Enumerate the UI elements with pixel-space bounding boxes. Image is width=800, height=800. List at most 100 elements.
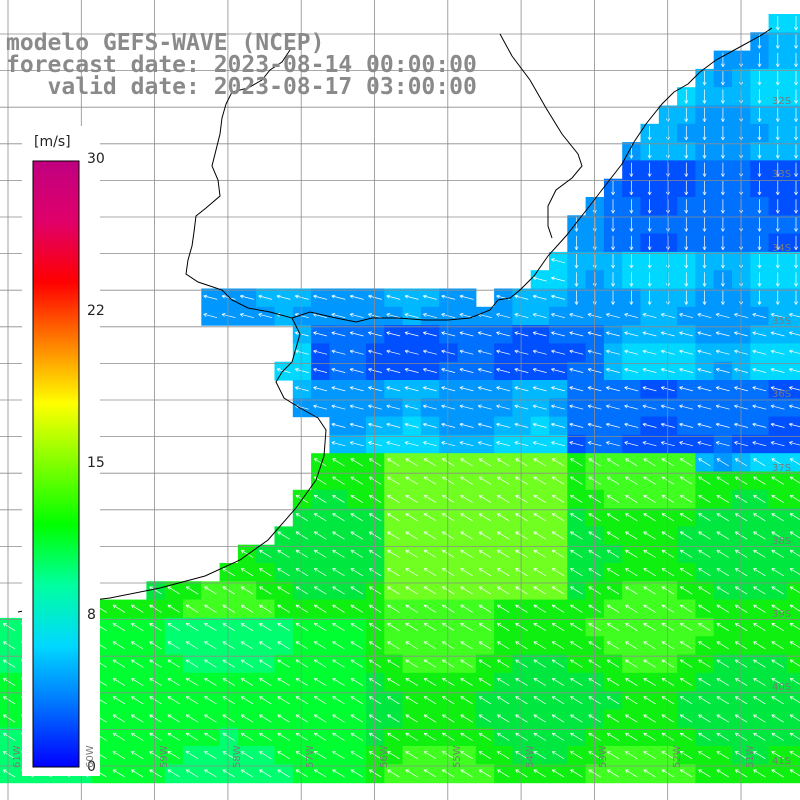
wind-arrow [496,332,511,337]
wind-arrow-head [404,331,409,333]
wind-arrow [149,769,162,778]
wind-arrow [112,641,126,650]
wind-arrow-head [722,81,725,86]
lat-label: 38S [772,535,792,547]
wind-cell [732,197,751,216]
wind-arrow [643,659,656,668]
wind-arrow-head [349,368,353,372]
wind-arrow-head [313,659,317,664]
wind-arrow [405,531,418,540]
wind-arrow-head [405,623,408,627]
wind-arrow-head [752,367,757,370]
wind-arrow-head [313,550,317,554]
wind-arrow [350,732,363,741]
wind-arrow-head [588,623,591,627]
wind-speed-field [0,14,800,784]
wind-arrow-head [313,769,317,773]
wind-arrow [368,332,382,337]
wind-arrow-head [222,568,225,572]
wind-arrow [570,641,583,650]
wind-arrow [459,405,474,410]
wind-cell [732,251,751,271]
wind-arrow-head [771,531,774,536]
wind-arrow-head [789,313,793,317]
wind-arrow-head [757,228,760,232]
wind-arrow-head [515,568,518,572]
wind-arrow [551,368,565,373]
wind-arrow-head [533,623,536,627]
wind-arrow-head [313,313,317,317]
wind-arrow-head [667,209,670,214]
wind-arrow-head [496,659,500,664]
wind-arrow-head [752,350,756,354]
wind-arrow-head [697,313,702,315]
wind-arrow-head [624,313,629,315]
wind-cell [786,306,800,326]
wind-arrow-head [684,301,687,305]
wind-arrow-head [459,441,464,443]
wind-arrow-head [149,733,152,737]
wind-arrow-head [368,531,372,536]
wind-arrow [460,604,473,613]
wind-arrow [460,513,473,522]
wind-arrow [387,641,400,650]
wind-arrow-head [771,495,774,499]
wind-arrow-head [459,350,463,354]
wind-arrow-head [679,405,683,409]
wind-arrow-head [221,294,226,297]
wind-arrow-head [404,332,408,336]
wind-arrow-head [441,441,446,443]
wind-arrow [625,751,638,760]
wind-arrow-head [587,404,592,407]
wind-arrow-head [631,283,634,287]
wind-cell [732,87,751,107]
wind-arrow [478,458,492,467]
wind-arrow-head [660,313,664,317]
wind-arrow-head [624,332,628,336]
wind-arrow-head [386,313,390,317]
lat-label: 35S [772,315,792,327]
wind-arrow [295,751,309,760]
wind-arrow [295,696,309,705]
wind-arrow-head [405,696,408,700]
wind-arrow [478,531,492,540]
wind-arrow [533,604,546,613]
wind-arrow [167,641,180,650]
wind-arrow [497,586,510,595]
wind-arrow-head [295,733,299,737]
wind-arrow [496,368,511,373]
wind-arrow-head [722,118,725,122]
wind-cell [732,105,751,125]
wind-arrow-head [752,442,756,445]
wind-arrow-head [588,476,591,481]
wind-arrow-head [332,568,335,572]
wind-arrow-head [404,387,408,391]
wind-arrow-head [753,586,756,590]
wind-arrow [387,659,400,668]
wind-arrow-head [775,136,779,141]
wind-arrow [277,568,290,577]
wind-arrow [459,368,474,373]
wind-arrow-head [770,368,774,372]
wind-arrow-head [795,63,799,67]
wind-arrow-head [459,349,464,352]
wind-arrow [405,604,418,613]
wind-arrow [789,513,800,521]
wind-arrow-head [794,81,797,86]
wind-arrow [552,513,565,522]
wind-arrow [625,678,638,686]
wind-arrow-head [757,63,760,67]
wind-arrow [514,313,529,319]
wind-arrow [222,568,235,577]
wind-arrow-head [276,295,280,299]
wind-arrow [716,678,729,686]
wind-arrow [369,495,382,503]
wind-arrow-head [685,191,689,196]
wind-arrow-head [667,283,670,287]
wind-arrow-head [720,155,724,159]
wind-arrow-head [386,367,391,370]
wind-arrow [533,732,546,741]
wind-arrow [752,332,767,337]
wind-arrow [222,678,235,686]
wind-arrow [350,714,363,723]
